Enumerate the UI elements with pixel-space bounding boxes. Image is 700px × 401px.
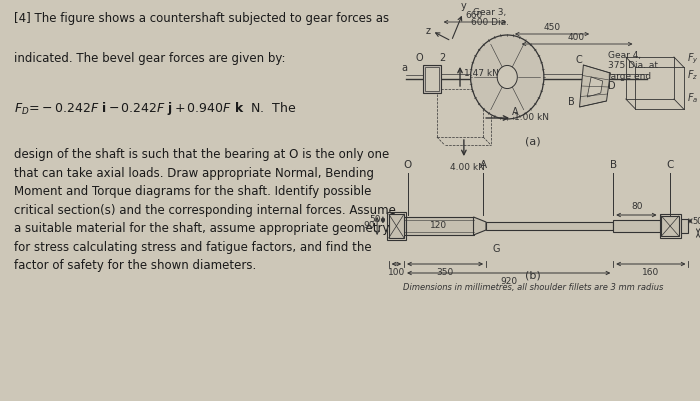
Bar [613, 220, 662, 232]
Polygon shape [473, 217, 486, 235]
Text: (b): (b) [526, 270, 541, 280]
Text: (a): (a) [526, 136, 541, 146]
Text: $F_D\!=\!-0.242F\ \mathbf{i}-0.242F\ \mathbf{j}+0.940F\ \mathbf{k}$  N.  The: $F_D\!=\!-0.242F\ \mathbf{i}-0.242F\ \ma… [15, 100, 297, 117]
Ellipse shape [470, 35, 544, 119]
Text: [4] The figure shows a countershaft subjected to gear forces as: [4] The figure shows a countershaft subj… [15, 12, 389, 25]
Text: z: z [425, 26, 430, 36]
Ellipse shape [497, 65, 517, 89]
Text: 160: 160 [642, 268, 659, 277]
Text: 120: 120 [430, 221, 447, 229]
Text: 4.00 kN: 4.00 kN [450, 163, 485, 172]
Text: indicated. The bevel gear forces are given by:: indicated. The bevel gear forces are giv… [15, 52, 286, 65]
Text: 450: 450 [543, 23, 561, 32]
Text: 90: 90 [364, 221, 375, 231]
Text: G: G [493, 244, 500, 254]
Text: 1.47 kN: 1.47 kN [464, 69, 499, 79]
Polygon shape [580, 65, 610, 107]
Text: A: A [512, 107, 518, 117]
Bar [680, 219, 688, 233]
Text: 50: 50 [370, 215, 381, 225]
Bar [404, 217, 473, 235]
Text: y: y [461, 1, 467, 11]
Text: A: A [480, 160, 486, 170]
Bar [486, 222, 613, 230]
Text: B: B [610, 160, 617, 170]
Text: D: D [608, 81, 616, 91]
Text: 350: 350 [437, 268, 454, 277]
Text: 1.00 kN: 1.00 kN [514, 113, 549, 122]
Bar [426, 67, 439, 91]
Text: C: C [575, 55, 582, 65]
Bar [659, 214, 680, 238]
Bar [387, 212, 406, 240]
Bar [389, 214, 404, 238]
Text: 100: 100 [388, 268, 405, 277]
Text: $F_y$: $F_y$ [687, 51, 699, 66]
Text: $F_z$: $F_z$ [687, 68, 699, 82]
Text: 80: 80 [631, 202, 643, 211]
Text: 660: 660 [466, 11, 482, 20]
Text: O: O [404, 160, 412, 170]
Text: B: B [568, 97, 575, 107]
Bar [424, 65, 441, 93]
Text: 2: 2 [440, 53, 446, 63]
Text: a: a [401, 63, 407, 73]
Polygon shape [587, 77, 603, 97]
Text: F: F [499, 68, 505, 78]
Text: design of the shaft is such that the bearing at O is the only one
that can take : design of the shaft is such that the bea… [15, 148, 396, 272]
Text: Dimensions in millimetres, all shoulder fillets are 3 mm radius: Dimensions in millimetres, all shoulder … [403, 283, 664, 292]
Text: 920: 920 [500, 277, 517, 286]
Bar [662, 216, 679, 236]
Text: Gear 3,
600 Dia.: Gear 3, 600 Dia. [471, 8, 509, 27]
Text: $F_a$: $F_a$ [687, 91, 699, 105]
Text: Gear 4,
375 Dia. at
large end: Gear 4, 375 Dia. at large end [608, 51, 659, 81]
Text: 50: 50 [692, 217, 700, 225]
Text: C: C [666, 160, 674, 170]
Text: 400: 400 [568, 33, 584, 42]
Text: O: O [416, 53, 423, 63]
